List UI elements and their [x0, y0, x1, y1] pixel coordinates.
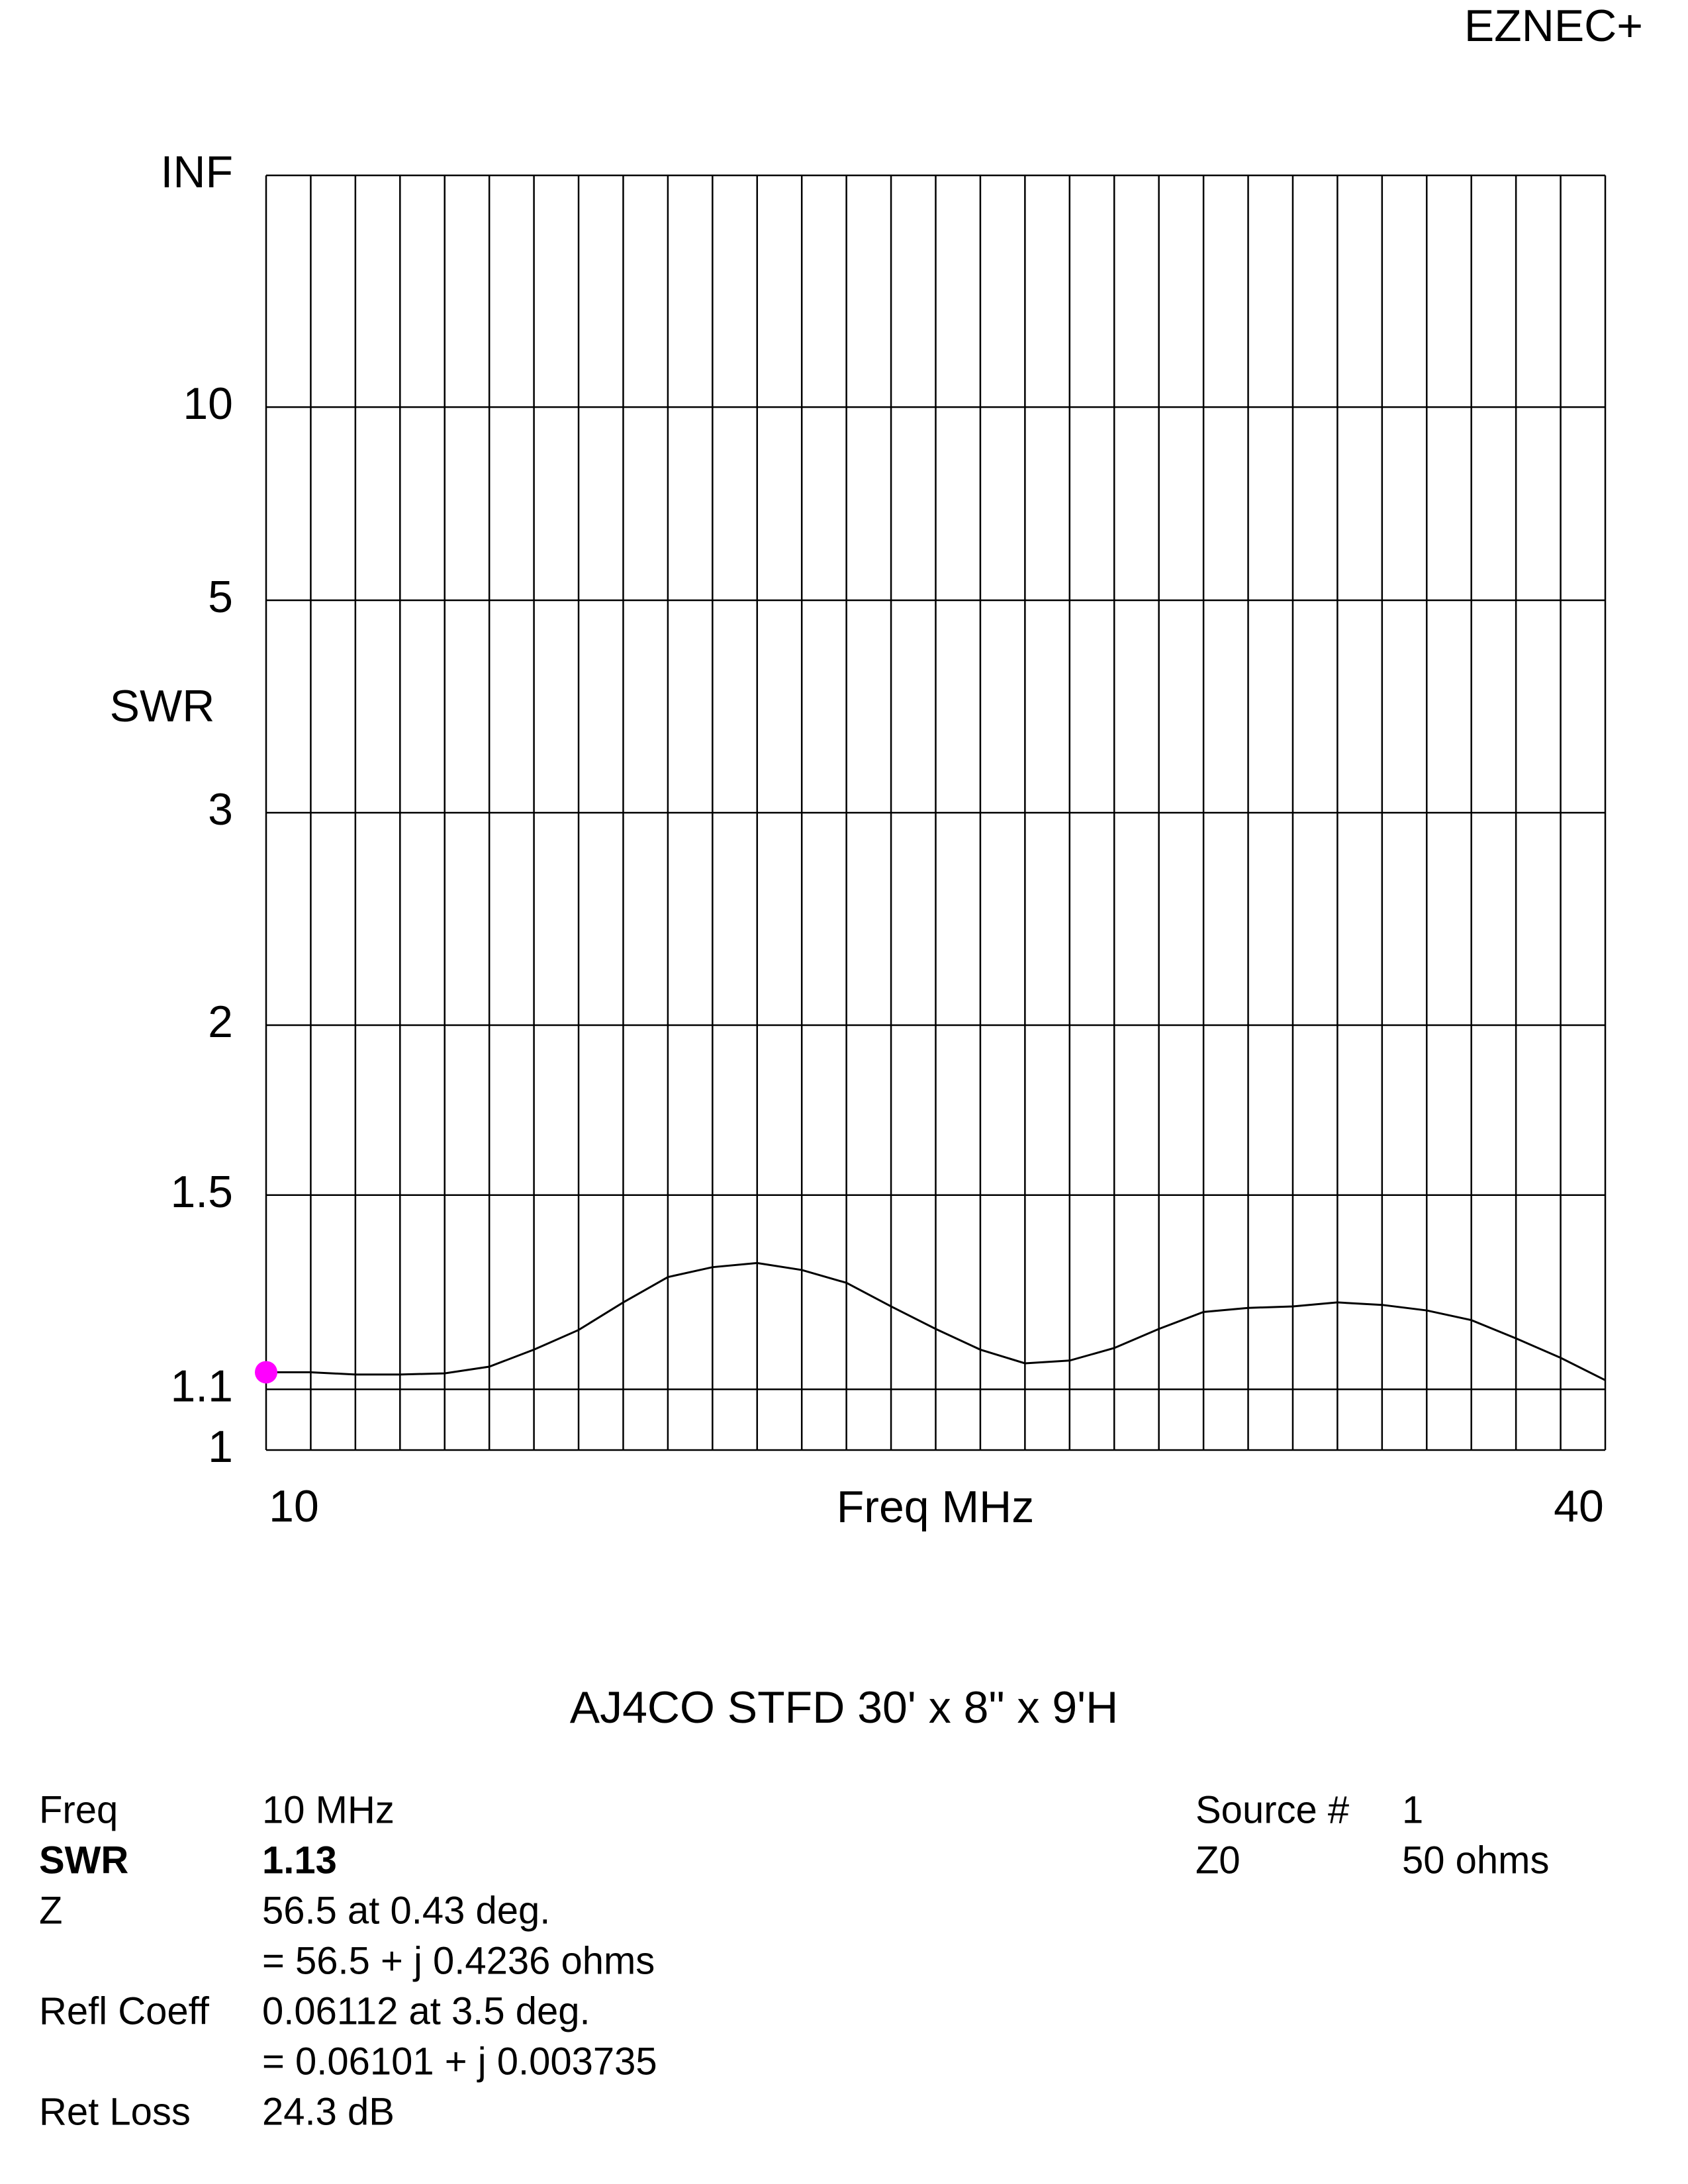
- info-label: Z: [39, 1889, 62, 1932]
- info-label: Z0: [1196, 1839, 1241, 1882]
- y-tick-label: 3: [208, 784, 233, 835]
- x-tick-label: 10: [269, 1481, 319, 1531]
- info-value: = 56.5 + j 0.4236 ohms: [262, 1939, 655, 1982]
- y-tick-label: 10: [183, 379, 233, 429]
- info-value: = 0.06101 + j 0.003735: [262, 2040, 657, 2083]
- chart-title: AJ4CO STFD 30' x 8" x 9'H: [570, 1682, 1119, 1733]
- info-value: 24.3 dB: [262, 2090, 395, 2133]
- swr-line: [266, 1261, 1606, 1381]
- info-value: 1.13: [262, 1839, 337, 1882]
- info-label: Freq: [39, 1788, 118, 1831]
- frequency-marker: [255, 1361, 277, 1384]
- info-label: SWR: [39, 1839, 128, 1882]
- x-tick-label: 40: [1554, 1481, 1604, 1531]
- y-tick-label: 2: [208, 997, 233, 1047]
- y-tick-label: 1.1: [170, 1361, 233, 1411]
- y-axis-label: SWR: [110, 681, 215, 731]
- info-value: 50 ohms: [1402, 1839, 1549, 1882]
- info-value: 10 MHz: [262, 1788, 395, 1831]
- info-value: 56.5 at 0.43 deg.: [262, 1889, 550, 1932]
- info-label: Ret Loss: [39, 2090, 191, 2133]
- info-value: 1: [1402, 1788, 1423, 1831]
- y-tick-label: 1.5: [170, 1167, 233, 1217]
- info-label: Source #: [1196, 1788, 1349, 1831]
- y-tick-label: 1: [208, 1422, 233, 1472]
- info-value: 0.06112 at 3.5 deg.: [262, 1989, 590, 2032]
- x-axis-label: Freq MHz: [837, 1482, 1034, 1532]
- info-label: Refl Coeff: [39, 1989, 210, 2032]
- y-tick-label: 5: [208, 572, 233, 622]
- y-tick-label: INF: [160, 147, 233, 197]
- app-title: EZNEC+: [1464, 1, 1643, 51]
